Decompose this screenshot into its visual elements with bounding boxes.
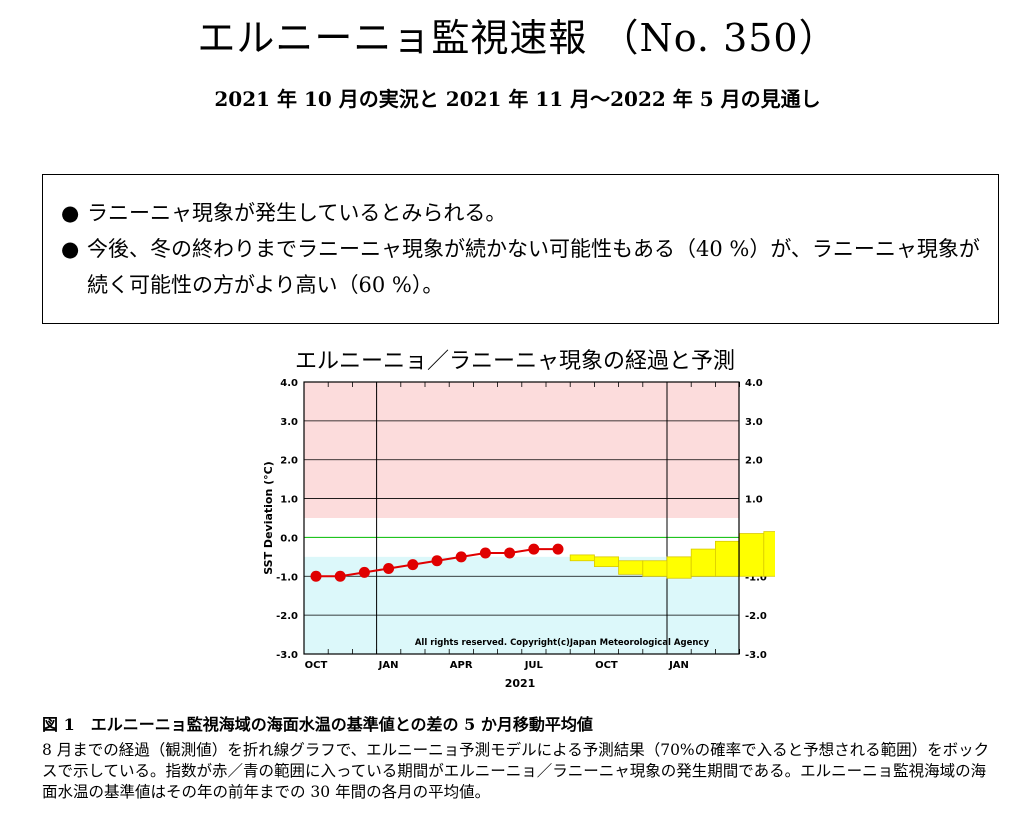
y-tick-label-left: 0.0 [280,533,298,544]
forecast-box [763,531,775,577]
y-tick-label-left: -3.0 [276,650,298,661]
page-subtitle: 2021 年 10 月の実況と 2021 年 11 月～2022 年 5 月の見… [214,87,821,111]
x-tick-label: JUL [524,660,544,671]
el-nino-range-band [304,382,739,518]
x-tick-label: APR [450,660,473,671]
y-axis-label: SST Deviation (°C) [262,461,275,575]
y-tick-label-right: 1.0 [745,495,763,506]
observed-point [552,543,564,555]
summary-item: ● ラニーニャ現象が発生しているとみられる。 [61,195,980,231]
forecast-box [593,556,619,567]
y-tick-label-left: -2.0 [276,611,298,622]
summary-box: ● ラニーニャ現象が発生しているとみられる。 ● 今後、冬の終わりまでラニーニャ… [42,174,999,324]
y-tick-label-left: 1.0 [280,495,298,506]
x-tick-label: JAN [668,660,689,671]
observed-point [431,555,443,567]
summary-text: 今後、冬の終わりまでラニーニャ現象が続かない可能性もある（40 %）が、ラニーニ… [87,237,980,297]
sst-deviation-chart: エルニーニョ／ラニーニャ現象の経過と予測 4.0 4.0 3.0 3.0 2.0 2.0 1.… [262,349,775,690]
y-tick-label-left: 4.0 [280,378,298,389]
y-tick-label-left: 3.0 [280,417,298,428]
y-tick-label-left: -1.0 [276,572,298,583]
summary-item: ● 今後、冬の終わりまでラニーニャ現象が続かない可能性もある（40 %）が、ラニ… [61,231,980,303]
x-tick-label: OCT [305,660,328,671]
chart-title: エルニーニョ／ラニーニャ現象の経過と予測 [295,349,735,374]
chart-copyright: All rights reserved. Copyright(c)Japan M… [415,638,710,648]
y-tick-label-right: 2.0 [745,456,763,467]
forecast-box [642,560,668,577]
observed-point [504,547,516,559]
observed-point [528,543,540,555]
observed-point [407,559,419,571]
figure-caption: 図 1 エルニーニョ監視海域の海面水温の基準値との差の 5 か月移動平均値 8 … [42,714,992,803]
bullet-icon: ● [61,237,80,261]
y-tick-label-right: 4.0 [745,378,763,389]
forecast-box [739,533,765,577]
observed-point [334,570,346,582]
page-title: エルニーニョ監視速報 （No. 350） [197,16,838,60]
x-tick-label: JAN [378,660,399,671]
forecast-box [666,556,692,579]
y-tick-label-right: -2.0 [745,611,767,622]
observed-point [479,547,491,559]
bullet-icon: ● [61,201,80,225]
summary-text: ラニーニャ現象が発生しているとみられる。 [87,201,507,225]
caption-heading: 図 1 エルニーニョ監視海域の海面水温の基準値との差の 5 か月移動平均値 [42,715,593,734]
y-tick-label-left: 2.0 [280,456,298,467]
observed-point [358,566,370,578]
x-tick-label: OCT [595,660,618,671]
forecast-box [618,560,644,575]
forecast-box [690,548,716,577]
y-tick-label-right: 3.0 [745,417,763,428]
x-axis-label: 2021 [505,677,536,690]
caption-body: 8 月までの経過（観測値）を折れ線グラフで、エルニーニョ予測モデルによる予測結果… [42,741,990,801]
observed-point [383,563,395,575]
forecast-box [714,540,740,577]
y-tick-label-right: -3.0 [745,650,767,661]
forecast-box [569,554,595,562]
observed-point [455,551,467,563]
observed-point [310,570,322,582]
plot-frame [303,381,740,655]
y-tick-label-right: -1.0 [745,572,767,583]
